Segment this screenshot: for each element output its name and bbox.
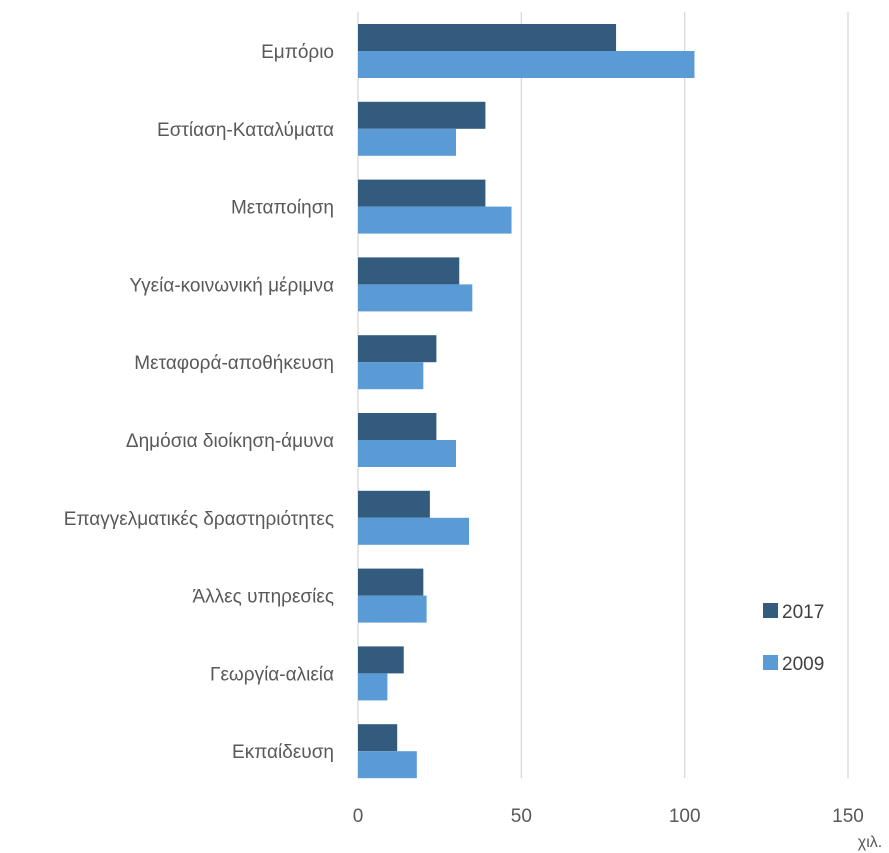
legend: 2017 2009 [763, 602, 824, 675]
x-tick-label: 0 [353, 806, 364, 827]
category-label: Γεωργία-αλιεία [210, 664, 334, 685]
category-label: Υγεία-κοινωνική μέριμνα [129, 275, 334, 296]
bar-2017-3 [358, 257, 460, 285]
bar-2017-0 [358, 24, 617, 51]
legend-swatch-2017 [763, 603, 778, 618]
bar-2017-6 [358, 490, 430, 518]
bar-2009-0 [358, 51, 695, 78]
bar-2009-4 [358, 362, 424, 390]
x-axis-unit-label: χιλ. [858, 834, 882, 851]
category-label: Άλλες υπηρεσίες [192, 587, 334, 608]
x-axis-tick-labels: 0 50 100 150 [353, 806, 864, 827]
bar-2017-2 [358, 179, 486, 207]
category-label: Μεταφορά-αποθήκευση [134, 353, 334, 374]
x-tick-label: 50 [511, 806, 532, 827]
bar-2017-1 [358, 101, 486, 129]
bar-2017-5 [358, 413, 437, 440]
legend-swatch-2009 [763, 655, 778, 670]
x-tick-label: 100 [669, 806, 701, 827]
legend-label-2017: 2017 [782, 602, 824, 623]
bar-2009-8 [358, 673, 388, 701]
bar-2009-9 [358, 751, 417, 779]
legend-label-2009: 2009 [782, 654, 824, 675]
bar-2009-1 [358, 128, 456, 156]
bar-2009-5 [358, 440, 456, 467]
category-label: Εμπόριο [261, 42, 334, 63]
category-label: Εκπαίδευση [232, 742, 334, 763]
bar-2009-7 [358, 595, 427, 623]
x-tick-label: 150 [832, 806, 864, 827]
category-labels: Εμπόριο Εστίαση-Καταλύματα Μεταποίηση Υγεία… [64, 42, 334, 763]
category-label: Εστίαση-Καταλύματα [157, 120, 334, 141]
bar-2017-9 [358, 724, 398, 752]
bars [358, 24, 695, 779]
bar-2009-6 [358, 517, 470, 545]
category-label: Δημόσια διοίκηση-άμυνα [126, 431, 334, 452]
bar-2017-4 [358, 335, 437, 363]
category-label: Επαγγελματικές δραστηριότητες [64, 509, 334, 530]
bar-2017-8 [358, 646, 404, 674]
bar-2009-3 [358, 284, 473, 312]
bar-2017-7 [358, 568, 424, 596]
category-label: Μεταποίηση [231, 198, 334, 219]
bar-2009-2 [358, 206, 512, 234]
